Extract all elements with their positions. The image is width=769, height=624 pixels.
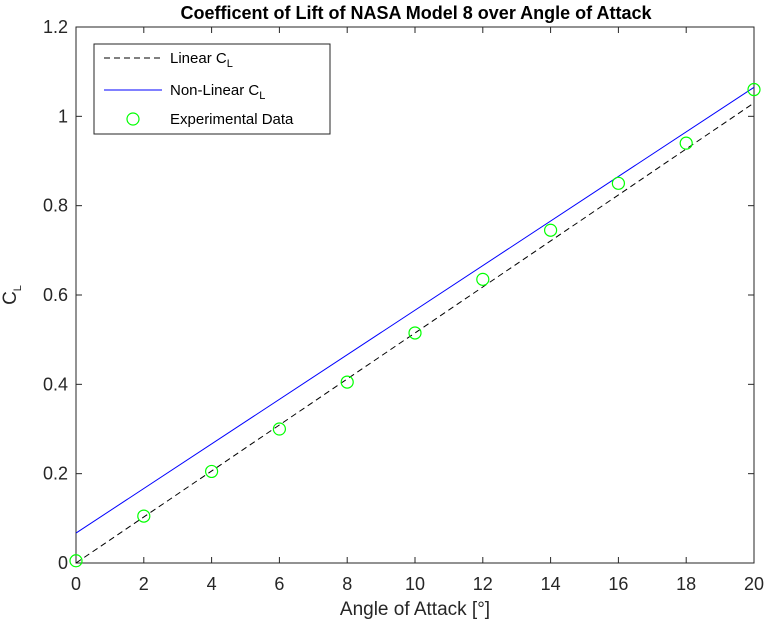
experimental-data-point — [205, 464, 219, 479]
linear-cl-line — [75, 102, 755, 564]
experimental-data-point — [679, 136, 693, 150]
y-axis-label-sub: L — [12, 285, 24, 291]
x-tick-label: 8 — [342, 574, 352, 594]
x-tick-label: 16 — [608, 574, 628, 594]
y-tick-label: 1.2 — [43, 17, 68, 37]
x-tick-label: 4 — [207, 574, 217, 594]
x-tick-label: 10 — [405, 574, 425, 594]
y-tick-label: 0.4 — [43, 374, 68, 394]
experimental-data-point — [340, 375, 354, 389]
nonlinear-cl-line — [75, 86, 755, 534]
experimental-data-point — [611, 176, 626, 190]
x-tick-label: 14 — [541, 574, 561, 594]
y-axis-label-main: C — [0, 291, 21, 305]
y-axis-label: CL — [0, 285, 24, 305]
y-tick-label: 0 — [58, 553, 68, 573]
experimental-data-point — [272, 422, 286, 436]
x-tick-label: 18 — [676, 574, 696, 594]
experimental-data-point — [69, 554, 83, 568]
y-tick-label: 1 — [58, 106, 68, 126]
experimental-data-point — [137, 509, 151, 523]
x-tick-label: 0 — [71, 574, 81, 594]
x-tick-label: 20 — [744, 574, 764, 594]
legend-box — [93, 43, 331, 135]
x-tick-label: 6 — [274, 574, 284, 594]
y-axis-ticks: 0 0.2 0.4 0.6 0.8 1 1.2 — [43, 17, 754, 573]
legend-experimental-label: Experimental Data — [170, 111, 294, 128]
legend-nonlinear-label: Non-Linear CL — [170, 82, 265, 102]
legend: Linear CL Non-Linear CL Experimental Dat… — [93, 43, 331, 135]
y-tick-label: 0.6 — [43, 285, 68, 305]
x-axis-ticks: 0 2 4 6 8 10 12 14 16 18 20 — [71, 27, 764, 594]
experimental-data-point — [543, 223, 558, 237]
y-tick-label: 0.2 — [43, 464, 68, 484]
experimental-data-point — [747, 82, 761, 97]
x-axis-label: Angle of Attack [°] — [340, 599, 490, 620]
chart-title: Coefficent of Lift of NASA Model 8 over … — [180, 3, 652, 23]
x-tick-label: 2 — [139, 574, 149, 594]
experimental-data-point — [476, 272, 490, 286]
legend-experimental-marker — [126, 112, 140, 126]
x-tick-label: 12 — [473, 574, 493, 594]
experimental-data-point — [408, 326, 422, 340]
legend-linear-label: Linear CL — [170, 50, 233, 70]
series-layer — [69, 82, 761, 568]
y-tick-label: 0.8 — [43, 196, 68, 216]
